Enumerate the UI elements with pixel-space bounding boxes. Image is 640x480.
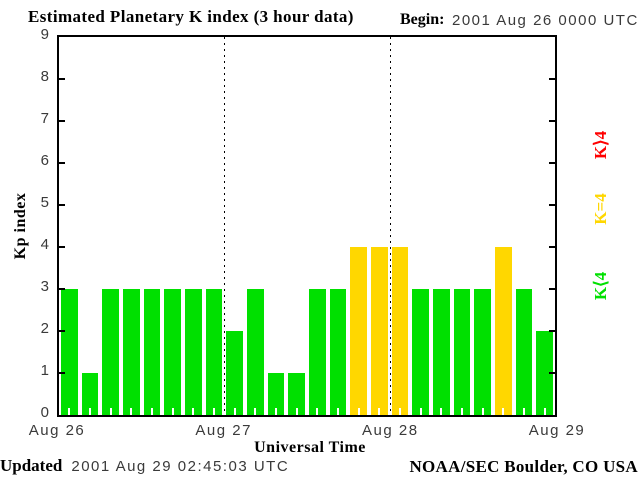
legend-k-equal-4: K=4 xyxy=(591,193,610,225)
y-tick-label-8: 8 xyxy=(40,68,50,85)
hour-tick xyxy=(543,408,546,415)
hour-tick xyxy=(481,408,484,415)
hour-tick xyxy=(89,408,91,415)
y-tick-label-6: 6 xyxy=(40,152,50,169)
y-tick-label-7: 7 xyxy=(40,110,50,127)
hour-tick xyxy=(337,408,339,415)
y-tick xyxy=(59,162,65,164)
kp-bar-19 xyxy=(453,289,471,415)
y-tick-label-0: 0 xyxy=(40,404,50,421)
kp-bar-7 xyxy=(205,289,223,415)
kp-bar-16 xyxy=(391,247,409,415)
x-tick-label-aug-27: Aug 27 xyxy=(195,422,252,439)
updated-value: 2001 Aug 29 02:45:03 UTC xyxy=(71,458,290,475)
hour-tick xyxy=(461,408,463,415)
legend-k-below-4: K⟨4 xyxy=(591,271,610,301)
y-tick xyxy=(59,204,65,206)
hour-tick xyxy=(275,408,277,415)
y-tick xyxy=(549,330,555,332)
y-tick xyxy=(59,120,65,122)
hour-tick xyxy=(130,408,133,415)
hour-tick xyxy=(192,408,195,415)
kp-bar-0 xyxy=(60,289,78,415)
kp-bar-21 xyxy=(494,247,512,415)
kp-bar-14 xyxy=(350,247,368,415)
y-tick xyxy=(59,330,65,332)
x-axis-title: Universal Time xyxy=(254,439,366,456)
day-gridline-2 xyxy=(389,37,391,415)
kp-bar-11 xyxy=(288,373,306,415)
kp-bar-12 xyxy=(308,289,326,415)
kp-bar-6 xyxy=(184,289,202,415)
x-tick-label-aug-28: Aug 28 xyxy=(362,422,419,439)
y-tick xyxy=(549,246,555,248)
y-tick-label-2: 2 xyxy=(40,320,50,337)
kp-bar-17 xyxy=(412,289,430,415)
hour-tick xyxy=(399,408,401,415)
hour-tick xyxy=(378,408,381,415)
y-tick-label-3: 3 xyxy=(40,278,50,295)
hour-tick xyxy=(68,408,71,415)
kp-bar-1 xyxy=(81,373,99,415)
hour-tick xyxy=(171,408,174,415)
hour-tick xyxy=(357,408,360,415)
kp-bar-5 xyxy=(164,289,182,415)
legend-k-above-4: K⟩4 xyxy=(591,130,610,160)
y-tick xyxy=(549,120,555,122)
kp-bar-23 xyxy=(536,331,554,415)
hour-tick xyxy=(151,408,153,415)
hour-tick xyxy=(440,408,443,415)
y-tick-label-1: 1 xyxy=(40,362,50,379)
begin-label: Begin: xyxy=(400,11,445,28)
hour-tick xyxy=(254,408,257,415)
hour-tick xyxy=(502,408,505,415)
hour-tick xyxy=(213,408,215,415)
plot-inner xyxy=(59,37,555,415)
hour-tick xyxy=(316,408,319,415)
kp-bar-3 xyxy=(122,289,140,415)
y-tick xyxy=(59,372,65,374)
begin-value: 2001 Aug 26 0000 UTC xyxy=(452,12,639,29)
kp-bar-18 xyxy=(432,289,450,415)
chart-title: Estimated Planetary K index (3 hour data… xyxy=(28,7,354,26)
kp-bar-10 xyxy=(267,373,285,415)
hour-tick xyxy=(295,408,298,415)
hour-tick xyxy=(233,408,236,415)
credit-text: NOAA/SEC Boulder, CO USA xyxy=(409,457,638,476)
y-tick-label-4: 4 xyxy=(40,236,50,253)
kp-bar-9 xyxy=(246,289,264,415)
x-tick-label-aug-29: Aug 29 xyxy=(528,422,586,439)
day-gridline-1 xyxy=(224,37,226,415)
hour-tick xyxy=(419,408,422,415)
y-tick xyxy=(549,372,555,374)
x-tick-label-aug-26: Aug 26 xyxy=(28,422,86,439)
y-tick xyxy=(59,78,65,80)
y-tick xyxy=(549,78,555,80)
kp-bar-2 xyxy=(102,289,120,415)
y-tick xyxy=(59,246,65,248)
kp-bar-22 xyxy=(515,289,533,415)
kp-bar-4 xyxy=(143,289,161,415)
kp-bar-13 xyxy=(329,289,347,415)
y-tick xyxy=(549,162,555,164)
plot-area xyxy=(57,35,557,417)
kp-bar-20 xyxy=(474,289,492,415)
y-tick-label-9: 9 xyxy=(40,26,50,43)
y-tick-label-5: 5 xyxy=(40,194,50,211)
y-tick xyxy=(549,204,555,206)
y-tick xyxy=(59,288,65,290)
kp-bar-8 xyxy=(226,331,244,415)
updated-timestamp: Updated 2001 Aug 29 02:45:03 UTC xyxy=(0,456,289,476)
hour-tick xyxy=(523,408,525,415)
hour-tick xyxy=(109,408,112,415)
updated-label: Updated xyxy=(0,456,63,475)
y-tick xyxy=(549,288,555,290)
kp-bar-15 xyxy=(370,247,388,415)
